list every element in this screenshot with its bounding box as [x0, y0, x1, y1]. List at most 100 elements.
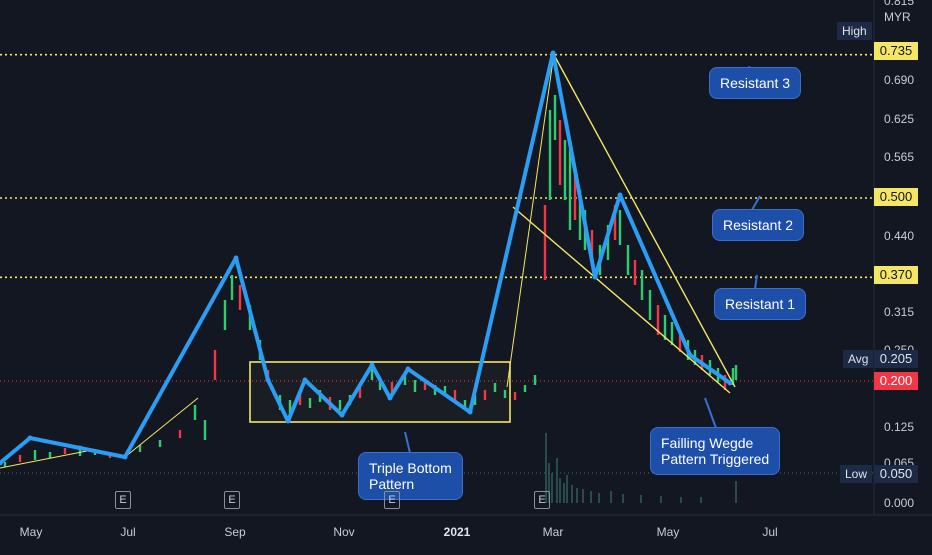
- triple-bottom-box: [249, 361, 511, 423]
- wedge-callout[interactable]: Failling Wegde Pattern Triggered: [650, 427, 781, 475]
- candle: [238, 285, 242, 310]
- candle: [18, 455, 22, 462]
- candle: [723, 375, 727, 390]
- avg-price-tag: 0.205: [874, 350, 918, 368]
- volume-bar: [545, 433, 547, 503]
- candle: [230, 275, 234, 300]
- candle: [403, 372, 407, 385]
- y-axis-label: 0.625: [884, 112, 915, 126]
- resistant1-callout[interactable]: Resistant 1: [714, 288, 807, 320]
- x-axis-label: Sep: [224, 525, 246, 539]
- volume-bar: [559, 478, 561, 503]
- candle: [213, 350, 217, 380]
- candle: [473, 395, 477, 405]
- volume-bar: [610, 491, 612, 503]
- candle: [413, 380, 417, 392]
- series-point: [77, 445, 83, 451]
- series-point: [467, 409, 473, 415]
- candle: [443, 386, 447, 396]
- candle: [731, 368, 735, 385]
- volume-bar: [548, 463, 550, 503]
- candle: [633, 260, 637, 285]
- last-price-tag: 0.200: [874, 372, 918, 390]
- earnings-marker[interactable]: E: [224, 491, 240, 509]
- candle: [338, 400, 342, 410]
- candle: [308, 398, 312, 408]
- series-point: [302, 377, 308, 383]
- volume-bar: [566, 475, 568, 503]
- candle: [590, 230, 594, 260]
- candle: [390, 382, 394, 395]
- x-axis-label: Nov: [333, 525, 355, 539]
- candle: [3, 462, 7, 467]
- volume-bar: [680, 497, 682, 503]
- volume-bar: [582, 489, 584, 503]
- series-point: [387, 395, 393, 401]
- candle: [553, 95, 557, 140]
- resistance-price-tag: 0.370: [874, 266, 918, 284]
- volume-bar: [556, 458, 558, 503]
- volume-bar: [571, 485, 573, 503]
- candle: [648, 290, 652, 320]
- candle: [678, 330, 682, 352]
- x-axis-label: Mar: [542, 525, 564, 539]
- candle: [513, 392, 517, 400]
- candle: [606, 225, 610, 260]
- candle: [523, 385, 527, 392]
- resistant2-callout[interactable]: Resistant 2: [712, 209, 805, 241]
- candle: [453, 390, 457, 402]
- series-point: [339, 412, 345, 418]
- x-axis-label: Jul: [762, 525, 778, 539]
- candle: [33, 450, 37, 460]
- series-point: [405, 366, 411, 372]
- resistant3-callout[interactable]: Resistant 3: [709, 67, 802, 99]
- trend-line: [506, 59, 554, 388]
- series-point: [27, 435, 33, 441]
- x-axis-label: 2021: [443, 525, 471, 539]
- candle: [573, 170, 577, 220]
- trend-line: [124, 397, 199, 458]
- candle: [178, 430, 182, 438]
- candle: [423, 380, 427, 390]
- volume-bar: [640, 495, 642, 503]
- callout-pointer: [404, 431, 411, 454]
- candle: [193, 405, 197, 420]
- y-axis-label: 0.565: [884, 150, 915, 164]
- candle: [48, 452, 52, 458]
- y-axis-label: 0.125: [884, 420, 915, 434]
- earnings-marker[interactable]: E: [534, 491, 550, 509]
- y-axis-top-label: 0.815: [884, 0, 915, 8]
- currency-label: MYR: [884, 10, 911, 24]
- candle: [370, 368, 374, 380]
- triple-bottom-callout[interactable]: Triple Bottom Pattern: [358, 452, 463, 500]
- candle: [503, 390, 507, 398]
- series-point: [265, 377, 271, 383]
- candle: [656, 305, 660, 335]
- volume-bar: [700, 497, 702, 503]
- candle: [223, 300, 227, 330]
- trend-zigzag-line: [0, 51, 732, 465]
- candle: [78, 450, 82, 456]
- candle: [493, 383, 497, 392]
- candle: [63, 448, 67, 454]
- series-point: [687, 352, 693, 358]
- trend-line: [0, 449, 93, 469]
- candle: [663, 315, 667, 340]
- candle: [358, 385, 362, 398]
- candle: [543, 205, 547, 280]
- series-point: [233, 255, 239, 261]
- earnings-marker[interactable]: E: [384, 491, 400, 509]
- candle: [463, 400, 467, 410]
- candle: [158, 440, 162, 447]
- series-point: [727, 380, 733, 386]
- volume-bar: [735, 481, 737, 503]
- volume-bar: [598, 493, 600, 503]
- candle: [378, 378, 382, 390]
- volume-bar: [551, 473, 553, 503]
- volume-bar: [576, 488, 578, 503]
- earnings-marker[interactable]: E: [115, 491, 131, 509]
- series-point: [550, 50, 556, 56]
- candle: [533, 375, 537, 385]
